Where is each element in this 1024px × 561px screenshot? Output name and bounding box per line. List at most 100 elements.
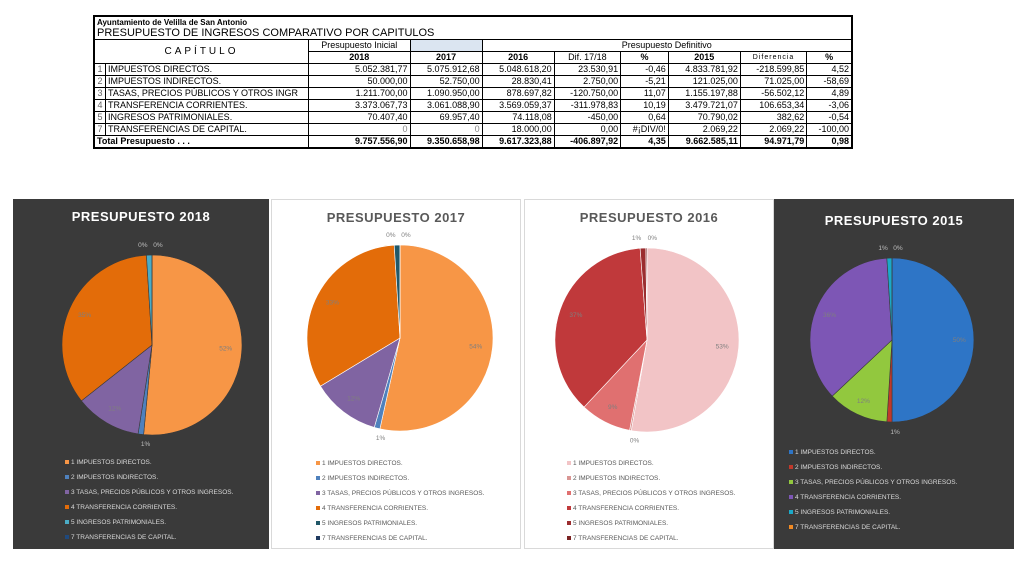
- legend-label: 5 INGRESOS PATRIMONIALES.: [573, 520, 669, 527]
- total-pct2: 0,98: [806, 135, 853, 149]
- pie-slice: [809, 257, 893, 397]
- legend-item: 2 IMPUESTOS INDIRECTOS.: [316, 475, 409, 482]
- cell-pct2: -0,54: [806, 111, 853, 124]
- cell-pct2: -100,00: [806, 123, 853, 136]
- legend-item: 1 IMPUESTOS DIRECTOS.: [789, 449, 876, 456]
- cell-pct2: -58,69: [806, 75, 853, 88]
- cell-dif: -120.750,00: [553, 87, 622, 100]
- legend-swatch: [567, 491, 571, 496]
- legend-item: 5 INGRESOS PATRIMONIALES.: [789, 509, 890, 516]
- legend-swatch: [316, 521, 320, 526]
- table-row: 4 TRANSFERENCIA CORRIENTES. 3.373.067,73 3.…: [93, 99, 853, 112]
- pie-chart: 52% 1% 12% 35% 0% 0%: [61, 242, 243, 448]
- cell-pct1: 10,19: [620, 99, 669, 112]
- legend-label: 5 INGRESOS PATRIMONIALES.: [795, 509, 891, 516]
- legend-swatch: [789, 450, 793, 455]
- slice-label: 0%: [138, 242, 148, 249]
- cell-pct1: -5,21: [620, 75, 669, 88]
- chart-title: PRESUPUESTO 2016: [579, 210, 719, 225]
- cell-pct2: 4,52: [806, 63, 853, 76]
- legend-label: 4 TRANSFERENCIA CORRIENTES.: [71, 504, 178, 511]
- legend-label: 4 TRANSFERENCIA CORRIENTES.: [573, 505, 680, 512]
- col-header-pct2: %: [806, 51, 853, 64]
- total-label: Total Presupuesto . . .: [93, 135, 309, 149]
- slice-label: 0%: [401, 232, 411, 239]
- cell-v2017: 52.750,00: [409, 75, 483, 88]
- org-name: Ayuntamiento de Velilla de San Antonio: [93, 15, 853, 28]
- legend-swatch: [316, 461, 320, 466]
- cell-v2017: 0: [409, 123, 483, 136]
- legend-swatch: [789, 510, 793, 515]
- total-2016: 9.617.323,88: [481, 135, 555, 149]
- legend-item: 7 TRANSFERENCIAS DE CAPITAL.: [65, 534, 177, 541]
- pie-slice: [831, 339, 893, 423]
- pie-slice: [891, 257, 975, 423]
- legend-item: 3 TASAS, PRECIOS PÚBLICOS Y OTROS INGRES…: [789, 479, 957, 486]
- cell-v2018: 50.000,00: [308, 75, 411, 88]
- slice-label: 1%: [632, 235, 642, 242]
- legend-label: 4 TRANSFERENCIA CORRIENTES.: [795, 494, 902, 501]
- legend-label: 2 IMPUESTOS INDIRECTOS.: [322, 475, 410, 482]
- slice-label: 1%: [141, 441, 151, 448]
- legend-label: 3 TASAS, PRECIOS PÚBLICOS Y OTROS INGRES…: [573, 490, 736, 497]
- legend-item: 7 TRANSFERENCIAS DE CAPITAL.: [567, 535, 679, 542]
- row-label: TRANSFERENCIA CORRIENTES.: [105, 99, 309, 112]
- slice-label: 35%: [78, 312, 91, 319]
- slice-label: 1%: [376, 435, 386, 442]
- total-2015: 9.662.585,11: [667, 135, 741, 149]
- slice-label: 9%: [608, 404, 618, 411]
- group-definitive-header: Presupuesto Definitivo: [481, 39, 853, 52]
- legend-label: 2 IMPUESTOS INDIRECTOS.: [71, 474, 159, 481]
- legend-item: 5 INGRESOS PATRIMONIALES.: [65, 519, 166, 526]
- cell-v2016: 3.569.059,37: [481, 99, 555, 112]
- cell-v2015: 2.069,22: [667, 123, 741, 136]
- cell-diferencia: 71.025,00: [739, 75, 808, 88]
- table-row: 1 IMPUESTOS DIRECTOS. 5.052.381,77 5.075.91…: [93, 63, 853, 76]
- cell-v2018: 5.052.381,77: [308, 63, 411, 76]
- legend-swatch: [316, 506, 320, 511]
- cell-v2016: 5.048.618,20: [481, 63, 555, 76]
- legend-swatch: [567, 506, 571, 511]
- legend-label: 2 IMPUESTOS INDIRECTOS.: [795, 464, 883, 471]
- row-number: 5: [93, 111, 106, 124]
- col-header-dif: Dif. 17/18: [553, 51, 622, 64]
- legend-item: 4 TRANSFERENCIA CORRIENTES.: [567, 505, 679, 512]
- legend-item: 1 IMPUESTOS DIRECTOS.: [567, 460, 654, 467]
- legend-swatch: [567, 521, 571, 526]
- cell-diferencia: -56.502,12: [739, 87, 808, 100]
- legend-swatch: [316, 476, 320, 481]
- legend-label: 7 TRANSFERENCIAS DE CAPITAL.: [573, 535, 679, 542]
- budget-table: Ayuntamiento de Velilla de San Antonio P…: [93, 15, 853, 149]
- slice-label: 12%: [108, 406, 121, 413]
- legend-swatch: [316, 536, 320, 541]
- table-row: 7 TRANSFERENCIAS DE CAPITAL. 0 0 18.000,00 0,…: [93, 123, 853, 136]
- legend-item: 2 IMPUESTOS INDIRECTOS.: [567, 475, 660, 482]
- total-dif: -406.897,92: [553, 135, 622, 149]
- legend-item: 2 IMPUESTOS INDIRECTOS.: [789, 464, 882, 471]
- chart-panel-2018: PRESUPUESTO 2018 52% 1% 12% 35% 0% 0% 1 IMPUE…: [13, 199, 269, 549]
- cell-v2018: 3.373.067,73: [308, 99, 411, 112]
- cell-v2017: 5.075.912,68: [409, 63, 483, 76]
- col-header-diferencia: Diferencia: [739, 51, 808, 64]
- legend-item: 3 TASAS, PRECIOS PÚBLICOS Y OTROS INGRES…: [567, 490, 735, 497]
- row-number: 4: [93, 99, 106, 112]
- pie-slice: [554, 247, 648, 408]
- chart-panel-2015: PRESUPUESTO 2015 50% 1% 12% 36% 1% 0% 1 IMPUE…: [774, 199, 1014, 549]
- table-title: PRESUPUESTO DE INGRESOS COMPARATIVO POR …: [93, 28, 853, 40]
- table-row: 5 INGRESOS PATRIMONIALES. 70.407,40 69.957,…: [93, 111, 853, 124]
- legend-label: 1 IMPUESTOS DIRECTOS.: [573, 460, 654, 467]
- slice-label: 0%: [630, 437, 640, 444]
- legend-swatch: [65, 520, 69, 525]
- legend-label: 1 IMPUESTOS DIRECTOS.: [322, 460, 403, 467]
- cell-pct1: #¡DIV/0!: [620, 123, 669, 136]
- cell-v2018: 70.407,40: [308, 111, 411, 124]
- cell-v2017: 1.090.950,00: [409, 87, 483, 100]
- table-row: 3 TASAS, PRECIOS PÚBLICOS Y OTROS INGR 1.2…: [93, 87, 853, 100]
- chart-title: PRESUPUESTO 2017: [326, 210, 466, 225]
- pie-slice: [645, 247, 648, 341]
- budget-table-container: Ayuntamiento de Velilla de San Antonio P…: [93, 15, 853, 178]
- slice-label: 37%: [569, 312, 582, 319]
- group-initial-header: Presupuesto Inicial: [308, 39, 411, 52]
- chart-panel-2016: PRESUPUESTO 2016 53% 0% 9% 37% 1% 0% 1 IMPUES…: [524, 199, 774, 549]
- pie-chart: 50% 1% 12% 36% 1% 0%: [809, 245, 975, 436]
